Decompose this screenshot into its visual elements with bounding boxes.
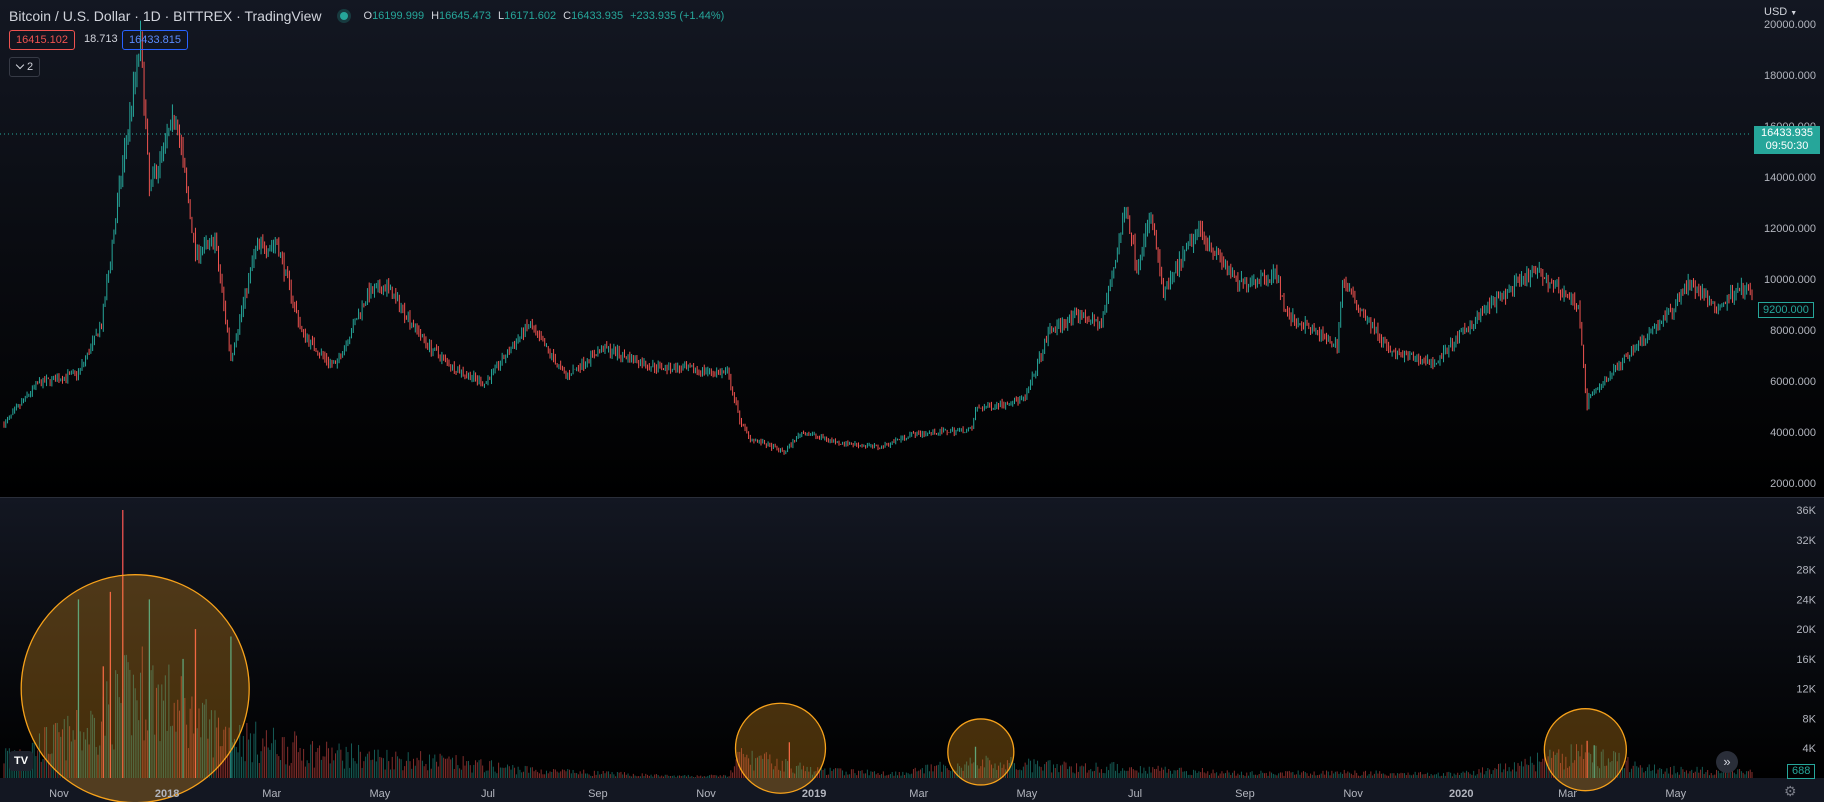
high-label: H (431, 10, 440, 22)
indicators-count: 2 (27, 61, 34, 73)
indicators-toggle-button[interactable]: 2 (9, 57, 41, 77)
volume-pane-background (0, 498, 1824, 778)
time-tick-label: May (369, 788, 390, 800)
time-axis[interactable]: Nov 2018 Mar May Jul Sep Nov 2019 Mar May Jul Sep No… (49, 788, 1686, 800)
live-status-dot-icon (339, 12, 348, 20)
price-axis[interactable]: 2000.000 4000.000 6000.000 8000.000 10000.00… (1764, 19, 1816, 490)
time-tick-label: Mar (1558, 788, 1577, 800)
close-label: C (563, 10, 572, 22)
highlight-circle[interactable] (947, 718, 1015, 786)
time-tick-label: Sep (1235, 788, 1255, 800)
price-tick-label: 6000.000 (1770, 376, 1816, 388)
time-tick-label: 2018 (155, 788, 179, 800)
spread-value: 18.713 (84, 33, 118, 45)
highlight-circle[interactable] (1543, 708, 1628, 792)
symbol-title[interactable]: Bitcoin / U.S. Dollar · 1D · BITTREX · T… (9, 8, 322, 24)
price-tick-label: 8000.000 (1770, 325, 1816, 337)
open-value: 16199.999 (372, 10, 425, 22)
price-tick-label: 14000.000 (1764, 172, 1816, 184)
time-tick-label: Jul (481, 788, 495, 800)
volume-bars (3, 510, 1753, 778)
price-tick-label: 18000.000 (1764, 70, 1816, 82)
time-tick-label: Nov (1343, 788, 1363, 800)
ohlc-values: O16199.999 H16645.473 L16171.602 C16433.… (364, 10, 725, 22)
volume-marker-label: 688 (1787, 764, 1816, 779)
time-tick-label: Mar (262, 788, 281, 800)
time-tick-label: 2020 (1449, 788, 1473, 800)
highlight-circle[interactable] (734, 702, 827, 794)
currency-selector[interactable]: USD ▼ (1764, 6, 1797, 18)
volume-tick-label: 4K (1803, 743, 1817, 755)
low-label: L (498, 10, 505, 22)
buy-price-button[interactable]: 16433.815 (122, 30, 188, 50)
time-tick-label: May (1017, 788, 1038, 800)
time-tick-label: Nov (696, 788, 716, 800)
change-value: +233.935 (+1.44%) (630, 10, 725, 22)
price-tick-label: 10000.000 (1764, 274, 1816, 286)
volume-tick-label: 16K (1796, 654, 1816, 666)
volume-highlights (20, 574, 1628, 802)
close-value: 16433.935 (571, 10, 624, 22)
volume-tick-label: 32K (1796, 535, 1816, 547)
price-tick-label: 20000.000 (1764, 19, 1816, 31)
time-tick-label: 2019 (802, 788, 826, 800)
chevron-down-icon (15, 60, 25, 70)
volume-tick-label: 8K (1803, 713, 1817, 725)
last-price-value: 16433.935 (1761, 127, 1813, 139)
price-tick-label: 2000.000 (1770, 478, 1816, 490)
price-tick-label: 4000.000 (1770, 427, 1816, 439)
gear-icon[interactable]: ⚙ (1784, 783, 1797, 799)
volume-tick-label: 28K (1796, 565, 1816, 577)
double-chevron-right-icon[interactable]: » (1716, 751, 1738, 773)
open-label: O (363, 10, 373, 22)
price-candles (3, 20, 1753, 455)
time-tick-label: Mar (909, 788, 928, 800)
symbol-header: Bitcoin / U.S. Dollar · 1D · BITTREX · T… (9, 8, 724, 24)
volume-tick-label: 36K (1796, 505, 1816, 517)
price-tick-label: 12000.000 (1764, 223, 1816, 235)
tradingview-logo-icon[interactable]: TV (9, 751, 33, 771)
time-tick-label: May (1665, 788, 1686, 800)
volume-tick-label: 20K (1796, 624, 1816, 636)
volume-axis[interactable]: 4K 8K 12K 16K 20K 24K 28K 32K 36K (1796, 505, 1816, 755)
price-marker-label: 9200.000 (1758, 302, 1814, 318)
time-tick-label: Nov (49, 788, 69, 800)
highlight-circle[interactable] (20, 574, 250, 802)
time-tick-label: Sep (588, 788, 608, 800)
sell-price-button[interactable]: 16415.102 (9, 30, 75, 50)
volume-tick-label: 24K (1796, 594, 1816, 606)
bar-countdown: 09:50:30 (1765, 140, 1809, 152)
time-tick-label: Jul (1128, 788, 1142, 800)
price-pane-background (0, 0, 1824, 497)
high-value: 16645.473 (439, 10, 492, 22)
volume-tick-label: 12K (1796, 684, 1816, 696)
chevron-down-icon: ▼ (1790, 10, 1798, 17)
last-price-label: 16433.935 09:50:30 (1754, 126, 1820, 154)
low-value: 16171.602 (504, 10, 557, 22)
currency-label: USD (1764, 6, 1788, 18)
